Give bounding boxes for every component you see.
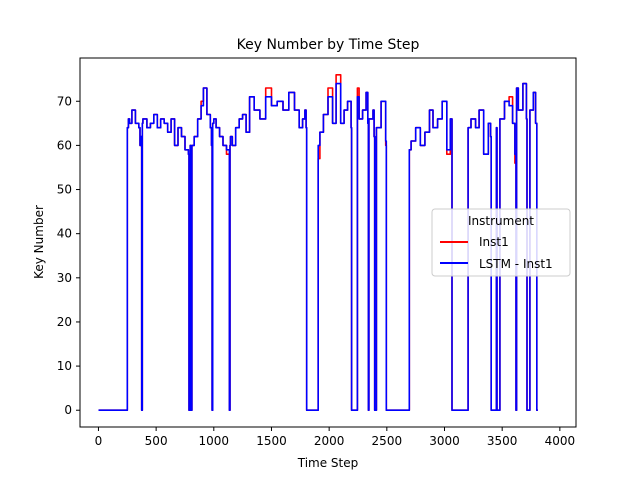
y-tick-label: 70 xyxy=(57,94,72,108)
y-tick-label: 40 xyxy=(57,227,72,241)
x-tick-label: 2500 xyxy=(372,434,403,448)
legend-title: Instrument xyxy=(468,214,534,228)
x-tick-label: 1500 xyxy=(256,434,287,448)
x-tick-label: 3500 xyxy=(487,434,518,448)
y-tick-label: 60 xyxy=(57,138,72,152)
y-axis-label: Key Number xyxy=(32,205,46,279)
legend-label-lstm-inst1: LSTM - Inst1 xyxy=(479,257,553,271)
x-tick-label: 500 xyxy=(145,434,168,448)
legend: Instrument Inst1 LSTM - Inst1 xyxy=(431,208,571,277)
legend-label-inst1: Inst1 xyxy=(479,235,509,249)
plot-frame xyxy=(79,57,577,428)
x-tick-label: 0 xyxy=(95,434,103,448)
y-tick-label: 0 xyxy=(64,403,72,417)
x-tick-label: 4000 xyxy=(545,434,576,448)
y-tick-label: 20 xyxy=(57,315,72,329)
x-tick-label: 1000 xyxy=(199,434,230,448)
x-tick-label: 2000 xyxy=(314,434,345,448)
plot-area xyxy=(98,74,538,412)
y-axis: 0 10 20 30 40 50 60 70 xyxy=(57,94,80,417)
y-tick-label: 10 xyxy=(57,359,72,373)
x-axis: 0 500 1000 1500 2000 2500 3000 3500 4000 xyxy=(95,427,575,448)
series-line-lstm-inst1 xyxy=(98,82,538,412)
x-tick-label: 3000 xyxy=(429,434,460,448)
x-axis-label: Time Step xyxy=(297,456,359,470)
legend-box xyxy=(431,208,571,277)
y-tick-label: 30 xyxy=(57,271,72,285)
chart-title: Key Number by Time Step xyxy=(237,37,420,53)
y-tick-label: 50 xyxy=(57,183,72,197)
